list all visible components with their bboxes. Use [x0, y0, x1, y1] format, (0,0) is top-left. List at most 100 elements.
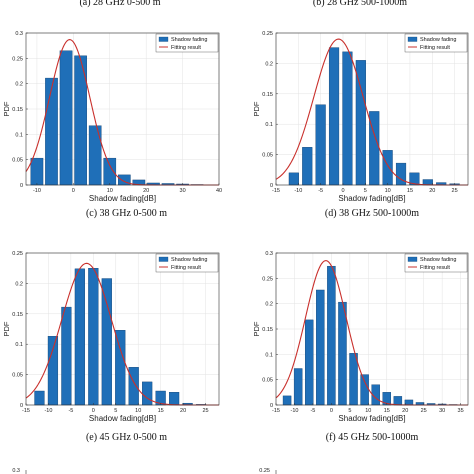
x-tick-label: 10	[107, 188, 113, 194]
x-axis-label: Shadow fading[dB]	[338, 414, 405, 423]
histogram-bar	[355, 60, 366, 186]
y-tick-label: 0.05	[12, 373, 23, 379]
x-tick-label: 25	[421, 408, 427, 414]
histogram-bar	[88, 268, 99, 406]
bottom-peek-tick-left: 0.3	[12, 468, 20, 474]
x-tick-label: -15	[272, 408, 280, 414]
y-tick-label: 0.1	[15, 342, 23, 348]
chart-e: -15 -10 -5 0 5 10 15 20 25 0 0.05 0.1 0.15 0.2 0.25 Sha…	[2, 251, 220, 443]
histogram-bar	[349, 353, 358, 406]
histogram-bar	[404, 399, 414, 406]
y-tick-label: 0.1	[265, 122, 273, 128]
x-axis-label: Shadow fading[dB]	[89, 414, 156, 423]
histogram-bar	[338, 301, 347, 406]
x-tick-label: 0	[341, 188, 344, 194]
chart-d: -15 -10 -5 0 5 10 15 20 25 0 0.05 0.1 0.15 0.2 0.25 Sha…	[252, 31, 469, 219]
legend-label-fit: Fitting result	[171, 45, 201, 51]
x-tick-label: 25	[452, 188, 458, 194]
y-tick-label: 0.3	[265, 251, 273, 257]
y-tick-label: 0.25	[262, 31, 273, 37]
legend-label-histogram: Shadow fading	[420, 37, 456, 43]
y-tick-label: 0.05	[262, 378, 273, 384]
histogram-bar	[288, 172, 299, 186]
histogram-bar	[342, 51, 353, 186]
x-tick-label: 0	[330, 408, 333, 414]
x-tick-label: 15	[384, 408, 390, 414]
y-tick-label: 0.25	[12, 251, 23, 257]
y-tick-label: 0.05	[12, 158, 23, 164]
histogram-bar	[293, 368, 303, 406]
y-tick-label: 0.15	[12, 312, 23, 318]
x-tick-label: 20	[402, 408, 408, 414]
y-axis-label: PDF	[252, 321, 261, 336]
y-tick-label: 0	[270, 403, 273, 409]
histogram-bar	[304, 319, 314, 406]
chart-caption: (d) 38 GHz 500-1000m	[325, 208, 419, 219]
y-tick-label: 0	[20, 183, 23, 189]
x-tick-label: 40	[216, 188, 222, 194]
histogram-bar	[382, 150, 393, 186]
histogram-bar	[169, 392, 180, 406]
x-tick-label: -10	[294, 188, 302, 194]
x-tick-label: -5	[310, 408, 315, 414]
histogram-bar	[47, 336, 59, 406]
legend-label-fit: Fitting result	[171, 265, 201, 271]
legend-label-histogram: Shadow fading	[171, 37, 207, 43]
legend-swatch-bar	[158, 256, 169, 262]
y-tick-label: 0.2	[265, 302, 273, 308]
y-tick-label: 0.15	[262, 92, 273, 98]
histogram-bar	[128, 367, 139, 406]
y-axis-label: PDF	[2, 321, 11, 336]
legend-label-histogram: Shadow fading	[420, 257, 456, 263]
x-tick-label: 15	[407, 188, 413, 194]
histogram-bar	[302, 147, 313, 186]
x-tick-label: -5	[318, 188, 323, 194]
y-tick-label: 0.25	[262, 276, 273, 282]
x-tick-label: -15	[22, 408, 30, 414]
histogram-bar	[101, 278, 112, 406]
histogram-bar	[45, 77, 58, 186]
x-axis-label: Shadow fading[dB]	[89, 194, 156, 203]
histogram-bar	[61, 306, 72, 406]
x-tick-label: 20	[180, 408, 186, 414]
histogram-bar	[74, 268, 85, 406]
x-tick-label: -5	[68, 408, 73, 414]
chart-caption: (e) 45 GHz 0-500 m	[86, 432, 167, 443]
y-tick-label: 0.2	[15, 281, 23, 287]
y-tick-label: 0	[270, 183, 273, 189]
legend-box	[155, 33, 219, 53]
chart-caption: (f) 45 GHz 500-1000m	[326, 432, 419, 443]
histogram-bar	[327, 265, 336, 406]
histogram-bar	[59, 50, 73, 186]
top-caption-right: (b) 28 GHz 500-1000m	[313, 0, 407, 8]
histogram-bar	[30, 157, 44, 186]
legend-box	[404, 253, 468, 273]
x-tick-label: -10	[290, 408, 298, 414]
y-tick-label: 0.25	[12, 56, 23, 62]
x-tick-label: 0	[72, 188, 75, 194]
x-tick-label: 5	[114, 408, 117, 414]
y-tick-label: 0.1	[15, 132, 23, 138]
y-tick-label: 0.1	[265, 352, 273, 358]
histogram-bar	[315, 104, 326, 186]
x-tick-label: 30	[439, 408, 445, 414]
axes-frame	[25, 252, 220, 406]
histogram-bar	[115, 330, 126, 406]
chart-caption: (c) 38 GHz 0-500 m	[86, 208, 167, 219]
x-tick-label: 20	[143, 188, 149, 194]
y-tick-label: 0.05	[262, 153, 273, 159]
x-tick-label: 0	[92, 408, 95, 414]
y-tick-label: 0.2	[265, 61, 273, 67]
histogram-bar	[360, 374, 369, 406]
histogram-bar	[142, 381, 153, 406]
x-tick-label: 10	[365, 408, 371, 414]
legend-swatch-bar	[407, 256, 418, 262]
axes-frame	[275, 32, 469, 186]
legend-swatch-bar	[407, 36, 418, 42]
y-axis-label: PDF	[252, 101, 261, 116]
x-axis-label: Shadow fading[dB]	[338, 194, 405, 203]
x-tick-label: 10	[385, 188, 391, 194]
histogram-bar	[282, 395, 292, 406]
x-tick-label: 15	[158, 408, 164, 414]
